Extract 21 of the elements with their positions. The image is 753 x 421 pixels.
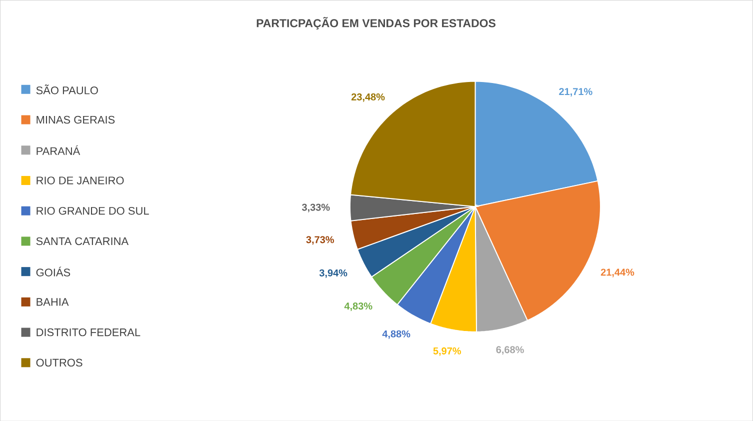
legend-label: MINAS GERAIS [36, 116, 115, 124]
legend-label: RIO GRANDE DO SUL [36, 206, 149, 215]
data-label: 4,83% [344, 302, 372, 311]
legend-label: OUTROS [36, 358, 82, 366]
legend-label: BAHIA [36, 298, 69, 306]
legend-label: SANTA CATARINA [36, 237, 129, 245]
data-label: 6,68% [496, 346, 524, 355]
chart-title: PARTICPAÇÃO EM VENDAS POR ESTADOS [256, 16, 496, 30]
data-label: 4,88% [382, 330, 410, 339]
data-label: 23,48% [351, 93, 385, 102]
legend-label: PARANÁ [36, 145, 80, 155]
legend-label: DISTRITO FEDERAL [36, 328, 140, 336]
data-label: 3,94% [319, 269, 348, 278]
data-label: 5,97% [433, 347, 462, 356]
data-label: 21,71% [559, 88, 592, 96]
data-label: 3,33% [302, 204, 330, 212]
legend-label: RIO DE JANEIRO [36, 176, 124, 184]
legend-label: GOIÁS [36, 266, 70, 276]
data-label: 3,73% [306, 236, 334, 244]
data-label: 21,44% [600, 268, 634, 278]
legend-label: SÃO PAULO [36, 84, 98, 94]
